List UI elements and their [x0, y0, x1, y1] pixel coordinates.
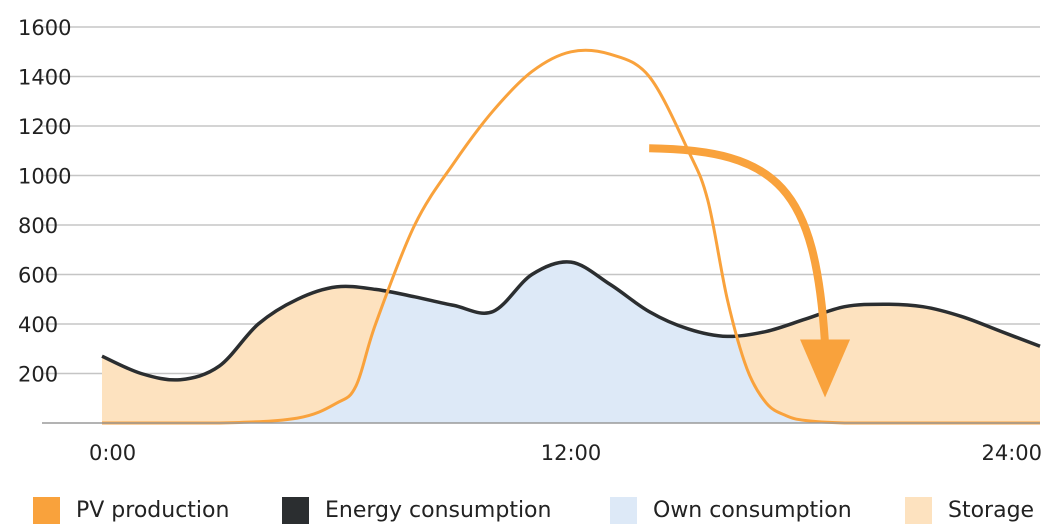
y-tick-label-800: 800 [18, 214, 58, 238]
y-tick-label-400: 400 [18, 313, 58, 337]
x-tick-label-2: 24:00 [981, 441, 1042, 465]
legend-swatch-own-consumption [610, 497, 637, 524]
y-tick-label-600: 600 [18, 264, 58, 288]
legend-swatch-pv-production [33, 497, 60, 524]
y-tick-label-1000: 1000 [18, 165, 71, 189]
storage-arrow-annotation [649, 144, 851, 398]
legend-label-own-consumption: Own consumption [653, 498, 852, 523]
y-tick-label-1600: 1600 [18, 16, 71, 40]
legend-item-storage: Storage [905, 492, 1034, 529]
legend-item-pv-production: PV production [33, 492, 229, 529]
energy-consumption-line [101, 260, 1041, 382]
arrow-head [800, 339, 851, 398]
legend-label-energy-consumption: Energy consumption [325, 498, 552, 523]
legend-label-storage: Storage [948, 498, 1035, 523]
pv-production-line [102, 48, 1040, 425]
legend-swatch-storage [905, 497, 932, 524]
chart: 200 400 600 800 1000 1200 1400 1600 0:00 12:00 24… [18, 16, 1042, 465]
legend-label-pv-production: PV production [76, 498, 230, 523]
arrow-shaft [649, 144, 830, 344]
y-tick-label-200: 200 [18, 363, 58, 387]
y-axis-ticks: 200 400 600 800 1000 1200 1400 1600 [18, 16, 71, 387]
legend-swatch-energy-consumption [282, 497, 309, 524]
x-tick-label-0: 0:00 [89, 441, 136, 465]
x-axis-ticks: 0:00 12:00 24:00 [89, 441, 1042, 465]
x-tick-label-1: 12:00 [541, 441, 602, 465]
y-tick-label-1200: 1200 [18, 115, 71, 139]
legend: PV production Energy consumption Own con… [0, 492, 1045, 529]
legend-item-own-consumption: Own consumption [610, 492, 852, 529]
legend-item-energy-consumption: Energy consumption [282, 492, 551, 529]
y-tick-label-1400: 1400 [18, 66, 71, 90]
